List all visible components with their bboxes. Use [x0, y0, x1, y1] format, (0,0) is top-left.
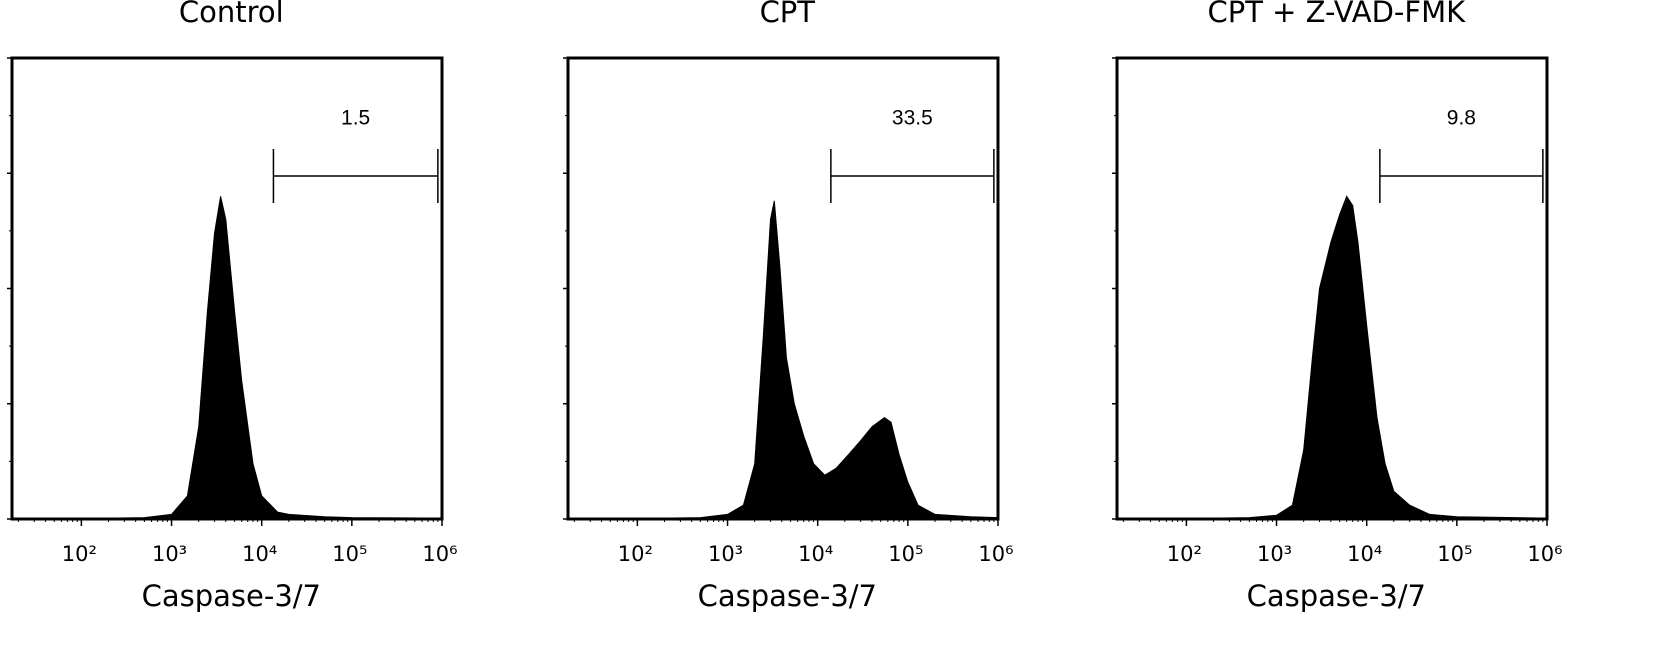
x-axis-label: Caspase-3/7	[1247, 579, 1426, 613]
x-tick-label: 10³	[152, 542, 187, 566]
histogram-area	[1123, 195, 1548, 520]
gate-value: 9.8	[1447, 107, 1476, 130]
histogram-area	[574, 200, 999, 520]
x-tick-label: 10⁴	[242, 542, 277, 566]
x-tick-label: 10⁴	[798, 542, 833, 566]
x-tick-label: 10⁴	[1347, 542, 1382, 566]
x-tick-label: 10⁵	[1437, 542, 1472, 566]
panel-title: Control	[179, 0, 284, 29]
panel-title: CPT + Z-VAD-FMK	[1207, 0, 1466, 29]
x-tick-label: 10²	[62, 542, 97, 566]
histogram-area	[18, 196, 443, 520]
gate-value: 1.5	[341, 107, 370, 130]
x-tick-label: 10⁶	[1527, 542, 1562, 566]
x-tick-label: 10²	[1167, 542, 1202, 566]
x-tick-label: 10⁵	[888, 542, 923, 566]
x-tick-label: 10³	[708, 542, 743, 566]
gate-value: 33.5	[892, 107, 933, 130]
x-tick-label: 10⁶	[978, 542, 1013, 566]
x-tick-label: 10⁶	[422, 542, 457, 566]
panel-title: CPT	[760, 0, 816, 29]
x-axis-label: Caspase-3/7	[698, 579, 877, 613]
x-tick-label: 10³	[1257, 542, 1292, 566]
x-axis-label: Caspase-3/7	[142, 579, 321, 613]
x-tick-label: 10²	[618, 542, 653, 566]
x-tick-label: 10⁵	[332, 542, 367, 566]
